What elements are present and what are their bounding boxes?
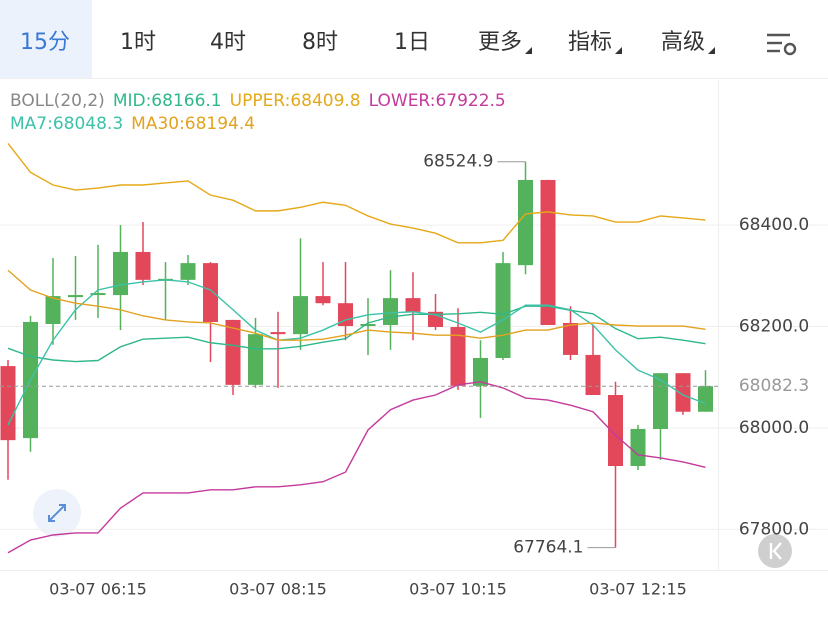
candle-body xyxy=(608,395,623,467)
candle-body xyxy=(113,251,128,296)
tab[interactable]: 1日 xyxy=(394,30,430,55)
legend-entry: LOWER:67922.5 xyxy=(369,91,506,111)
tab[interactable]: 高级 xyxy=(661,30,705,55)
tab[interactable]: 4时 xyxy=(210,30,246,55)
indicator-line xyxy=(7,381,706,554)
candle-body xyxy=(135,251,151,280)
candle-body xyxy=(293,296,308,335)
tab[interactable]: 8时 xyxy=(302,30,338,55)
candle-body xyxy=(675,373,691,412)
candle-body xyxy=(585,354,601,395)
candle-body xyxy=(270,332,286,335)
x-tick-label: 03-07 08:15 xyxy=(229,580,327,599)
x-tick-label: 03-07 12:15 xyxy=(589,580,687,599)
candle-body xyxy=(68,295,83,298)
candle-body xyxy=(360,323,376,327)
dropdown-arrow xyxy=(708,47,716,54)
low-label: 67764.1 xyxy=(513,538,583,558)
candle-body xyxy=(563,322,578,355)
dropdown-arrow xyxy=(525,47,533,54)
tab[interactable]: 更多 xyxy=(478,30,522,55)
legend-entry: MID:68166.1 xyxy=(113,91,222,111)
legend-entry: UPPER:68409.8 xyxy=(230,91,361,111)
candle-body xyxy=(0,366,16,441)
candle-body xyxy=(698,386,713,412)
settings-icon[interactable] xyxy=(767,33,797,56)
candle-body xyxy=(540,179,556,325)
y-tick-label: 68200.0 xyxy=(739,317,809,337)
current-price-label: 68082.3 xyxy=(739,376,809,396)
candle-body xyxy=(518,179,533,266)
high-label: 68524.9 xyxy=(423,152,493,172)
candle-body xyxy=(90,293,106,296)
indicator-line xyxy=(7,305,706,363)
indicator-line xyxy=(7,269,706,341)
candle-body xyxy=(405,298,421,312)
y-tick-label: 68400.0 xyxy=(739,215,809,235)
candle-body xyxy=(495,263,511,358)
tab[interactable]: 指标 xyxy=(568,30,612,55)
indicator-line xyxy=(7,142,706,244)
x-tick-label: 03-07 06:15 xyxy=(49,580,147,599)
indicator-line xyxy=(7,279,706,426)
dropdown-arrow xyxy=(615,47,623,54)
candle-body xyxy=(653,373,668,429)
candle-body xyxy=(180,263,196,280)
y-tick-label: 68000.0 xyxy=(739,418,809,438)
legend-entry: MA30:68194.4 xyxy=(131,114,255,134)
candle-body xyxy=(338,303,353,327)
expand-button[interactable] xyxy=(33,489,81,537)
candle-body xyxy=(450,327,466,386)
candle-body xyxy=(383,298,398,325)
candle-body xyxy=(225,319,241,385)
tab[interactable]: 1时 xyxy=(120,30,156,55)
indicator-label: BOLL(20,2) xyxy=(10,91,105,111)
candle-body xyxy=(248,334,263,385)
candle-body xyxy=(473,357,488,386)
candle-body xyxy=(45,296,61,324)
back-button[interactable] xyxy=(758,534,792,568)
legend-entry: MA7:68048.3 xyxy=(10,114,123,134)
tab-selected-bg xyxy=(0,0,92,78)
tab[interactable]: 15分 xyxy=(20,30,70,55)
y-tick-label: 67800.0 xyxy=(739,519,809,539)
candle-body xyxy=(630,428,646,467)
candle-body xyxy=(203,263,218,322)
x-tick-label: 03-07 10:15 xyxy=(409,580,507,599)
candle-body xyxy=(315,296,331,304)
